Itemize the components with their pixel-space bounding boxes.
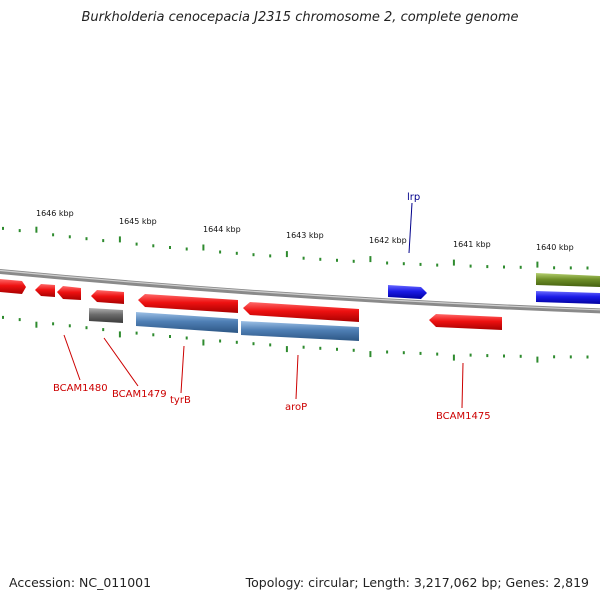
tick-marks-lower bbox=[2, 315, 589, 363]
gene-red-long-1[interactable] bbox=[138, 294, 238, 313]
chromosome-backbone-highlight bbox=[0, 269, 600, 311]
leader-tyrb bbox=[180, 345, 185, 394]
gene-labels: lrp BCAM1480 BCAM1479 tyrB aroP BCAM1475 bbox=[53, 192, 491, 422]
gene-red-small-2[interactable] bbox=[91, 290, 124, 304]
leader-arop bbox=[295, 354, 299, 400]
gene-label-lrp[interactable]: lrp bbox=[407, 192, 420, 203]
leader-bcam1479 bbox=[103, 337, 139, 387]
gene-red-small-1[interactable] bbox=[35, 284, 55, 297]
kbp-label-1645: 1645 kbp bbox=[119, 217, 157, 226]
gene-blue-right[interactable] bbox=[536, 291, 600, 304]
accession-text: Accession: NC_011001 bbox=[9, 575, 152, 590]
gene-arop-red[interactable] bbox=[243, 302, 359, 322]
kbp-labels: 1646 kbp 1645 kbp 1644 kbp 1643 kbp 1642… bbox=[36, 209, 574, 252]
gene-olive-right[interactable] bbox=[536, 273, 600, 287]
kbp-label-1642: 1642 kbp bbox=[369, 236, 407, 245]
leader-lrp bbox=[408, 202, 413, 254]
gene-bcam1479-grey[interactable] bbox=[89, 308, 123, 323]
gene-bcam1475[interactable] bbox=[429, 314, 502, 330]
genome-stats-text: Topology: circular; Length: 3,217,062 bp… bbox=[245, 575, 589, 590]
gene-label-tyrb[interactable]: tyrB bbox=[170, 395, 191, 406]
kbp-label-1643: 1643 kbp bbox=[286, 231, 324, 240]
gene-lrp[interactable] bbox=[388, 285, 427, 299]
label-leader-lines bbox=[63, 202, 464, 409]
gene-label-bcam1480[interactable]: BCAM1480 bbox=[53, 383, 108, 394]
leader-bcam1475 bbox=[461, 362, 464, 409]
gene-label-bcam1475[interactable]: BCAM1475 bbox=[436, 411, 491, 422]
leader-bcam1480 bbox=[63, 334, 81, 381]
tick-marks-upper bbox=[2, 226, 589, 270]
map-title: Burkholderia cenocepacia J2315 chromosom… bbox=[81, 10, 519, 25]
kbp-label-1640: 1640 kbp bbox=[536, 243, 574, 252]
gene-label-arop[interactable]: aroP bbox=[285, 402, 307, 413]
kbp-label-1641: 1641 kbp bbox=[453, 240, 491, 249]
gene-label-bcam1479[interactable]: BCAM1479 bbox=[112, 389, 167, 400]
upper-strand-genes bbox=[388, 273, 600, 304]
gene-arop-steel[interactable] bbox=[241, 321, 359, 341]
kbp-label-1644: 1644 kbp bbox=[203, 225, 241, 234]
lower-strand-genes bbox=[0, 279, 502, 341]
chromosome-backbone bbox=[0, 268, 600, 314]
gene-bcam1480[interactable] bbox=[57, 286, 81, 300]
gene-red-edge-left[interactable] bbox=[0, 279, 26, 294]
gene-tyrb-steel[interactable] bbox=[136, 312, 238, 333]
kbp-label-1646: 1646 kbp bbox=[36, 209, 74, 218]
